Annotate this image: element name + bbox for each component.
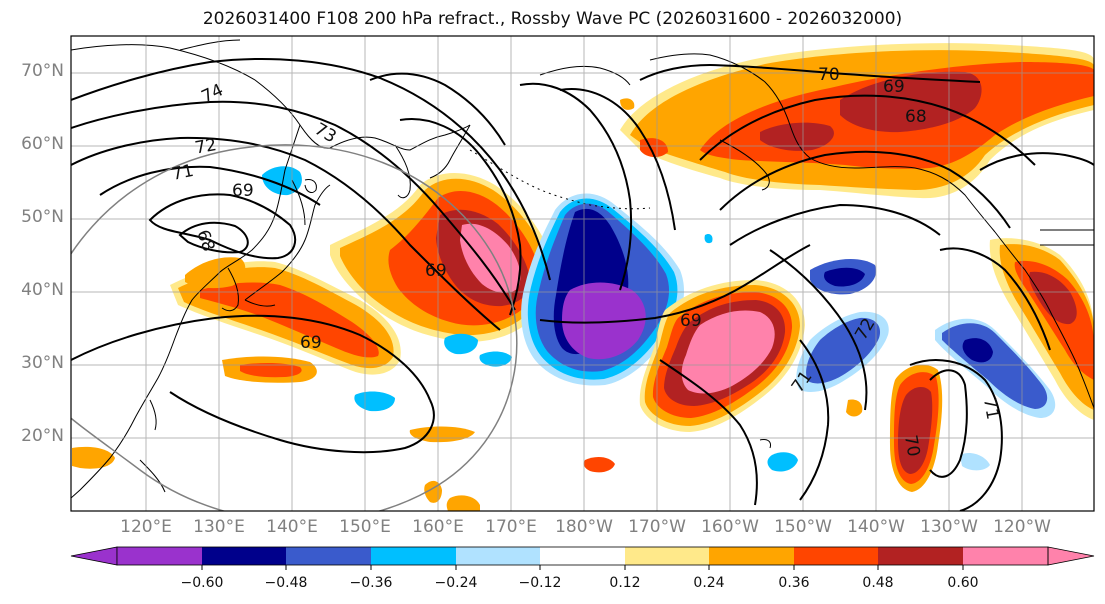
shading-layer (72, 43, 1094, 511)
colorbar-bin (878, 547, 963, 565)
lon-label: 150°E (339, 517, 391, 537)
anomaly-small-orange2 (72, 446, 115, 469)
lon-label: 120°E (120, 517, 172, 537)
graticule (71, 36, 1094, 511)
contour-label: 71 (170, 161, 195, 185)
contour-label: 68 (905, 107, 927, 127)
map-frame (70, 35, 1095, 512)
colorbar-bin (456, 547, 540, 565)
lon-label: 180°W (555, 517, 613, 537)
lon-label: 130°E (193, 517, 245, 537)
reference-circle (71, 144, 518, 511)
anomaly-southjapan-red (240, 362, 302, 378)
contour-label: 69 (300, 333, 322, 353)
contour-label: 71 (979, 396, 1002, 421)
colorbar-tick-label: 0.36 (778, 575, 810, 591)
lon-label: 170°E (485, 517, 537, 537)
anomaly-small-cyan2 (479, 351, 512, 367)
anomaly-small-orange5 (446, 495, 480, 511)
colorbar-tick-label: −0.60 (180, 575, 224, 591)
colorbar-arrow-left (70, 546, 118, 566)
anomaly-small-orange7 (620, 98, 635, 110)
anomaly-hawaii-darkred (898, 386, 933, 474)
anomaly-small-cyan3 (767, 452, 798, 472)
colorbar-bin (202, 547, 286, 565)
lon-label: 120°W (993, 517, 1051, 537)
lon-label: 140°E (266, 517, 318, 537)
colorbar-outline (116, 546, 1049, 566)
anomaly-wpac-pink (460, 223, 521, 293)
anomaly-epac-navy (824, 267, 865, 287)
anomaly-small-orange3 (583, 456, 615, 473)
colorbar-tick-label: −0.36 (349, 575, 393, 591)
anomaly-korea-yellow (185, 257, 246, 289)
contours (71, 57, 1094, 511)
colorbar-bin (625, 547, 709, 565)
colorbar-bin (286, 547, 371, 565)
anomaly-small-orange6 (846, 399, 863, 417)
lon-label: 130°W (920, 517, 978, 537)
colorbar-tick-label: −0.48 (264, 575, 308, 591)
colorbar-tick-label: 0.48 (862, 575, 894, 591)
anomaly-alaska-darkred2 (760, 122, 834, 151)
colorbar-tick-label: −0.12 (518, 575, 562, 591)
contour-label: 70 (900, 434, 923, 459)
anomaly-epac-blue (806, 317, 881, 384)
colorbar-bin (709, 547, 794, 565)
colorbar-arrow-right (1047, 546, 1095, 566)
anomaly-small-cyan1 (354, 391, 395, 412)
anomaly-wpac-lightblue-small (444, 333, 478, 355)
lat-label: 40°N (21, 280, 64, 300)
colorbar-tick-label: −0.24 (434, 575, 478, 591)
anomaly-cpac-purple (562, 282, 646, 360)
anomaly-subtrop-pink (681, 310, 775, 394)
contour-label: 69 (680, 311, 702, 331)
colorbar-tick-label: 0.60 (947, 575, 979, 591)
anomaly-small-cyan5 (960, 453, 990, 471)
colorbar-tick-label: 0.24 (693, 575, 725, 591)
anomaly-small-cyan4 (704, 233, 713, 244)
lon-label: 150°W (774, 517, 832, 537)
contour-label: 70 (818, 65, 840, 85)
lat-label: 70°N (21, 61, 64, 81)
lat-label: 30°N (21, 353, 64, 373)
lat-label: 60°N (21, 134, 64, 154)
colorbar-bin (371, 547, 456, 565)
map-title: 2026031400 F108 200 hPa refract., Rossby… (202, 9, 903, 29)
anomaly-calif-navy (962, 338, 993, 363)
anomaly-alaska-darkred (840, 71, 982, 133)
colorbar-tick-label: 0.12 (609, 575, 641, 591)
lon-label: 160°E (412, 517, 464, 537)
colorbar-bin (117, 547, 202, 565)
colorbar-bin (963, 547, 1048, 565)
lon-label: 170°W (628, 517, 686, 537)
colorbar-bin (540, 547, 625, 565)
contour-label: 72 (193, 135, 218, 158)
lat-label: 20°N (21, 426, 64, 446)
contour-labels: 74 73 72 71 69 68 69 69 69 70 69 68 72 7… (170, 65, 1002, 458)
contour-label: 69 (883, 77, 905, 97)
anomaly-japan-red (200, 282, 379, 358)
lon-label: 140°W (847, 517, 905, 537)
contour-label: 69 (232, 181, 254, 201)
contour-label: 69 (425, 261, 447, 281)
lat-label: 50°N (21, 207, 64, 227)
lon-label: 160°W (701, 517, 759, 537)
colorbar (70, 546, 1095, 570)
colorbar-bin (794, 547, 878, 565)
anomaly-uswest-darkred (1029, 271, 1077, 325)
